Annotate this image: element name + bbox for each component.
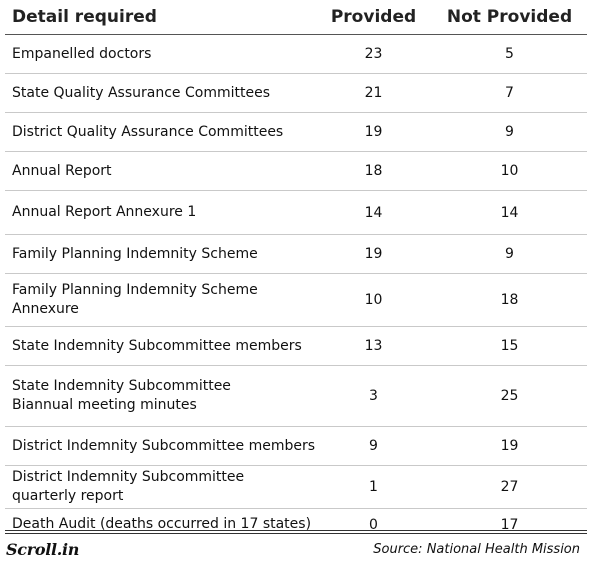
row-detail: State Quality Assurance Committees (12, 84, 270, 101)
row-detail: Annual Report (12, 162, 112, 179)
row-detail: Empanelled doctors (12, 45, 152, 62)
table-row: Death Audit (deaths occurred in 17 state… (5, 509, 587, 540)
header-not-provided: Not Provided (446, 7, 573, 27)
row-not-provided: 9 (505, 246, 514, 262)
row-provided: 19 (364, 246, 383, 262)
row-not-provided: 7 (505, 85, 514, 101)
row-detail: State Indemnity Subcommittee Biannual me… (12, 378, 231, 413)
row-provided: 10 (364, 292, 383, 308)
row-detail: Annual Report Annexure 1 (12, 204, 197, 220)
row-not-provided: 17 (500, 516, 519, 533)
row-detail: State Indemnity Subcommittee members (12, 337, 302, 354)
row-provided: 23 (364, 46, 383, 62)
row-not-provided: 18 (500, 292, 519, 308)
row-detail: Family Planning Indemnity Scheme (12, 245, 258, 262)
row-provided: 21 (364, 85, 383, 101)
row-detail: District Indemnity Subcommittee members (12, 437, 316, 454)
row-provided: 13 (364, 338, 383, 354)
table-row: Annual Report Annexure 1 14 14 (5, 191, 587, 235)
row-not-provided: 5 (505, 46, 514, 62)
table-header-row: Detail required Provided Not Provided (5, 0, 587, 35)
bottom-divider (5, 530, 587, 531)
row-not-provided: 14 (500, 204, 519, 221)
row-provided: 18 (364, 163, 383, 179)
row-provided: 0 (369, 516, 378, 533)
table-row: Empanelled doctors 23 5 (5, 35, 587, 74)
bottom-divider-double (5, 533, 587, 534)
table-row: Annual Report 18 10 (5, 152, 587, 191)
row-provided: 9 (369, 438, 378, 454)
row-provided: 1 (369, 479, 378, 495)
row-not-provided: 27 (500, 479, 519, 495)
row-detail: District Quality Assurance Committees (12, 123, 284, 140)
header-detail-required: Detail required (12, 7, 157, 27)
row-not-provided: 19 (500, 438, 519, 454)
footer: Scroll.in Source: National Health Missio… (0, 538, 596, 564)
row-detail: Death Audit (deaths occurred in 17 state… (12, 516, 312, 532)
scroll-logo: Scroll.in (6, 540, 80, 559)
row-detail: District Indemnity Subcommittee quarterl… (12, 469, 245, 504)
row-provided: 3 (369, 388, 378, 404)
source-note: Source: National Health Mission (373, 542, 580, 557)
table-row: State Indemnity Subcommittee members 13 … (5, 327, 587, 366)
table-row: Family Planning Indemnity Scheme Annexur… (5, 274, 587, 327)
row-provided: 14 (364, 204, 383, 221)
table-row: Family Planning Indemnity Scheme 19 9 (5, 235, 587, 274)
row-provided: 19 (364, 124, 383, 140)
table-row: District Indemnity Subcommittee quarterl… (5, 466, 587, 509)
header-provided: Provided (330, 7, 417, 27)
row-detail: Family Planning Indemnity Scheme Annexur… (12, 282, 258, 317)
table-row: District Quality Assurance Committees 19… (5, 113, 587, 152)
table-row: District Indemnity Subcommittee members … (5, 427, 587, 466)
table-row: State Quality Assurance Committees 21 7 (5, 74, 587, 113)
row-not-provided: 10 (500, 163, 519, 179)
table-row: State Indemnity Subcommittee Biannual me… (5, 366, 587, 427)
row-not-provided: 15 (500, 338, 519, 354)
row-not-provided: 9 (505, 124, 514, 140)
data-table: Detail required Provided Not Provided Em… (5, 0, 587, 540)
row-not-provided: 25 (500, 388, 519, 404)
